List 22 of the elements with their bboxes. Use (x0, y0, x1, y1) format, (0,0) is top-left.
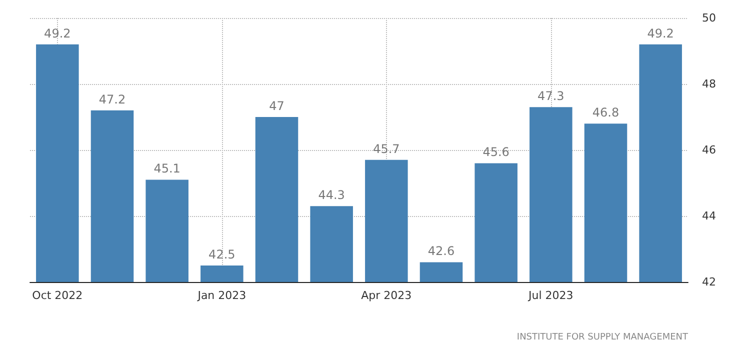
data-label: 47.3 (538, 89, 564, 104)
data-label: 42.6 (428, 244, 455, 258)
data-label: 45.1 (154, 162, 180, 176)
data-label: 45.6 (482, 145, 510, 160)
data-label: 45.7 (373, 142, 400, 156)
data-label: 47.2 (98, 92, 126, 106)
y-tick-label: 50 (702, 12, 716, 24)
y-tick-label: 42 (702, 276, 716, 288)
x-tick-label: Apr 2023 (361, 289, 412, 302)
x-tick-label: Jul 2023 (528, 289, 574, 302)
x-tick-label: Jan 2023 (196, 289, 246, 302)
y-tick-label: 48 (702, 78, 716, 90)
y-tick-label: 44 (702, 210, 716, 222)
data-label: 42.5 (208, 248, 236, 262)
data-label: 46.8 (592, 106, 620, 120)
y-tick-label: 46 (702, 144, 716, 156)
data-label: 44.3 (318, 188, 345, 202)
data-label: 49.2 (44, 26, 71, 40)
data-label: 47 (269, 99, 284, 113)
data-label: 49.2 (647, 26, 674, 40)
x-tick-label: Oct 2022 (32, 289, 83, 302)
text: INSTITUTE FOR SUPPLY MANAGEMENT (516, 332, 688, 342)
